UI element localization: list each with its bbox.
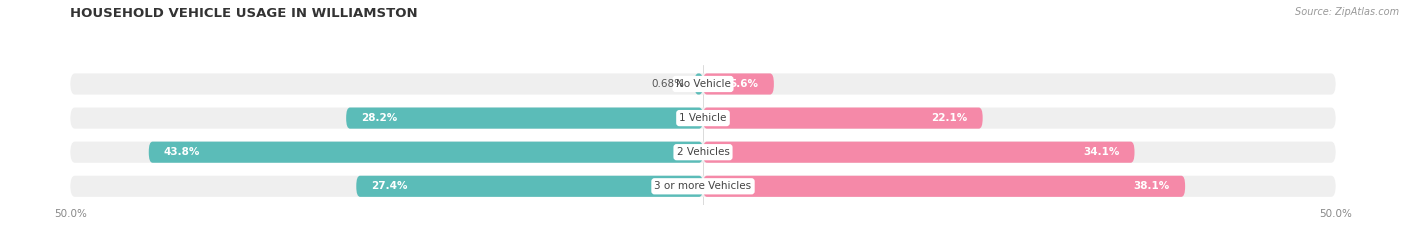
Text: 38.1%: 38.1%	[1133, 181, 1170, 191]
Text: 27.4%: 27.4%	[371, 181, 408, 191]
FancyBboxPatch shape	[703, 107, 983, 129]
Text: 1 Vehicle: 1 Vehicle	[679, 113, 727, 123]
Text: 2 Vehicles: 2 Vehicles	[676, 147, 730, 157]
Text: 0.68%: 0.68%	[651, 79, 685, 89]
FancyBboxPatch shape	[703, 73, 773, 95]
FancyBboxPatch shape	[70, 73, 1336, 95]
FancyBboxPatch shape	[70, 142, 1336, 163]
Text: 43.8%: 43.8%	[165, 147, 200, 157]
FancyBboxPatch shape	[703, 142, 1135, 163]
FancyBboxPatch shape	[149, 142, 703, 163]
Text: HOUSEHOLD VEHICLE USAGE IN WILLIAMSTON: HOUSEHOLD VEHICLE USAGE IN WILLIAMSTON	[70, 7, 418, 20]
FancyBboxPatch shape	[70, 107, 1336, 129]
FancyBboxPatch shape	[695, 73, 703, 95]
Text: 22.1%: 22.1%	[931, 113, 967, 123]
Text: 34.1%: 34.1%	[1083, 147, 1119, 157]
Text: Source: ZipAtlas.com: Source: ZipAtlas.com	[1295, 7, 1399, 17]
FancyBboxPatch shape	[70, 176, 1336, 197]
FancyBboxPatch shape	[356, 176, 703, 197]
Text: 5.6%: 5.6%	[730, 79, 759, 89]
Text: No Vehicle: No Vehicle	[675, 79, 731, 89]
FancyBboxPatch shape	[346, 107, 703, 129]
FancyBboxPatch shape	[703, 176, 1185, 197]
Text: 3 or more Vehicles: 3 or more Vehicles	[654, 181, 752, 191]
Text: 28.2%: 28.2%	[361, 113, 398, 123]
